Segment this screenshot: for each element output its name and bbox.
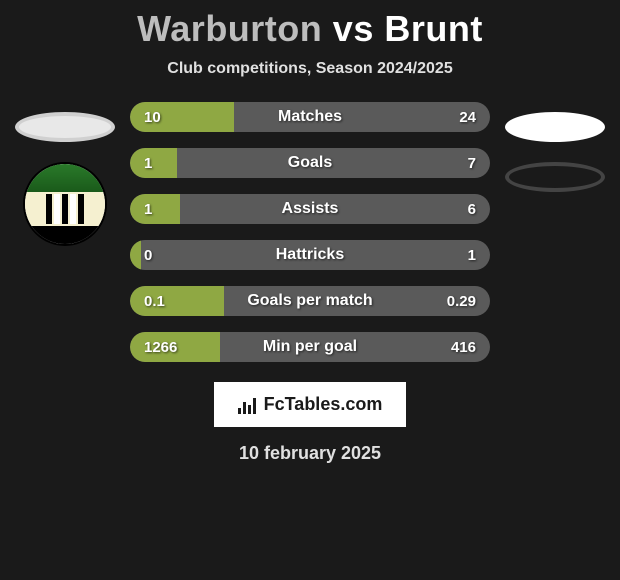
site-name: FcTables.com — [264, 394, 383, 415]
date-text: 10 february 2025 — [239, 443, 381, 464]
left-column — [10, 102, 120, 362]
stat-bar: 1266Min per goal416 — [130, 332, 490, 362]
stat-label: Goals — [130, 154, 490, 172]
footer-site-badge: FcTables.com — [214, 382, 407, 427]
stat-bar: 1Assists6 — [130, 194, 490, 224]
player2-placeholder-oval-2 — [505, 162, 605, 192]
player1-placeholder-oval — [15, 112, 115, 142]
stat-label: Hattricks — [130, 246, 490, 264]
stat-value-right: 7 — [468, 155, 476, 172]
vs-text: vs — [333, 8, 374, 49]
stat-bar: 10Matches24 — [130, 102, 490, 132]
stat-bar: 0Hattricks1 — [130, 240, 490, 270]
main-area: 10Matches241Goals71Assists60Hattricks10.… — [0, 102, 620, 362]
stats-bars: 10Matches241Goals71Assists60Hattricks10.… — [120, 102, 500, 362]
stat-value-right: 1 — [468, 247, 476, 264]
stat-value-right: 24 — [459, 109, 476, 126]
stat-value-right: 0.29 — [447, 293, 476, 310]
right-column — [500, 102, 610, 362]
player2-placeholder-oval-1 — [505, 112, 605, 142]
stat-label: Goals per match — [130, 292, 490, 310]
player2-name: Brunt — [384, 8, 482, 49]
stat-label: Min per goal — [130, 338, 490, 356]
stat-value-right: 6 — [468, 201, 476, 218]
stat-value-right: 416 — [451, 339, 476, 356]
subtitle-text: Club competitions, Season 2024/2025 — [167, 60, 452, 78]
stat-bar: 1Goals7 — [130, 148, 490, 178]
stat-label: Assists — [130, 200, 490, 218]
chart-icon — [238, 396, 256, 414]
comparison-title: Warburton vs Brunt — [137, 8, 483, 50]
player1-name: Warburton — [137, 8, 322, 49]
stat-label: Matches — [130, 108, 490, 126]
stat-bar: 0.1Goals per match0.29 — [130, 286, 490, 316]
club-badge-icon — [23, 162, 107, 246]
